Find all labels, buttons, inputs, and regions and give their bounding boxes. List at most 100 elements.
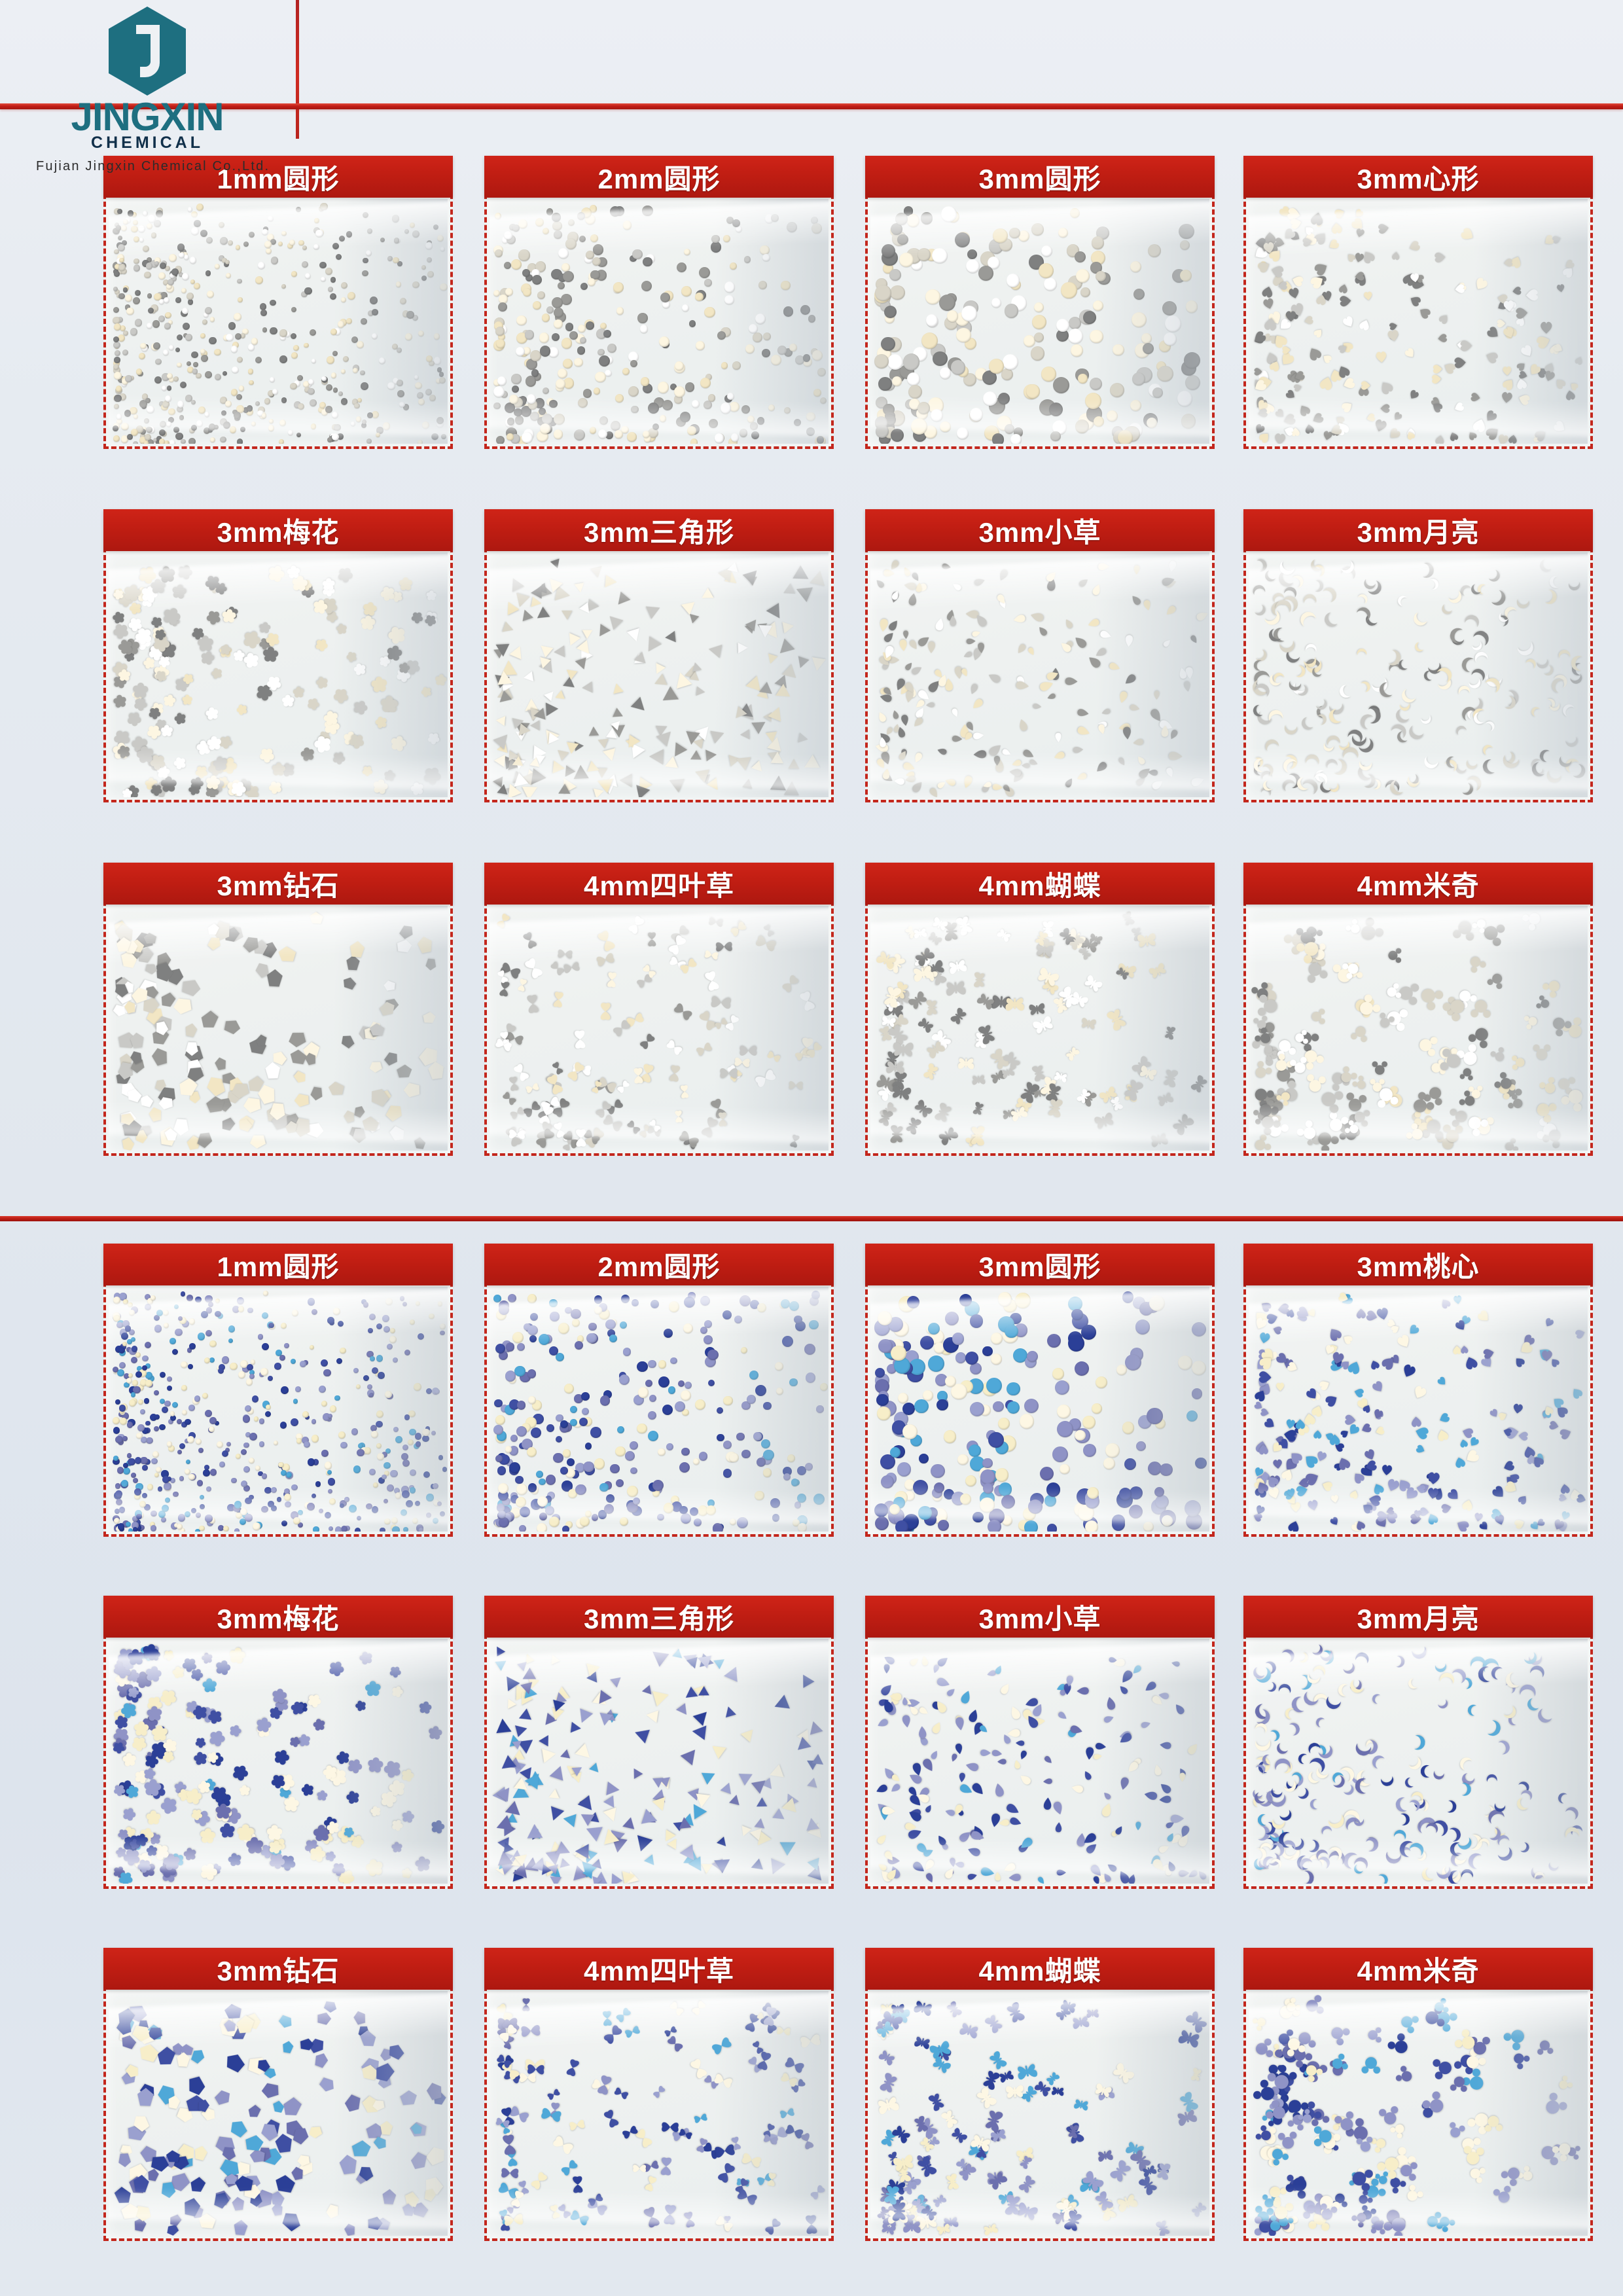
sequin-fill-moon (1249, 552, 1588, 797)
hexagon-j-logo-icon (106, 5, 188, 97)
product-cell[interactable]: 4mm四叶草 (484, 1948, 834, 2249)
product-label: 2mm圆形 (484, 1244, 834, 1285)
sequin-fill-triangle (490, 1639, 829, 1884)
product-label: 1mm圆形 (103, 156, 453, 198)
product-label: 3mm三角形 (484, 1596, 834, 1638)
product-label: 3mm小草 (865, 509, 1215, 551)
sequin-bag[interactable] (484, 1634, 834, 1889)
sequin-fill-circle (490, 199, 829, 444)
product-cell[interactable]: 3mm钻石 (103, 1948, 453, 2249)
sequin-fill-circle (490, 1287, 829, 1532)
bag-contents (490, 552, 829, 797)
product-cell[interactable]: 3mm桃心 (1243, 1244, 1593, 1545)
product-cell[interactable]: 4mm米奇 (1243, 863, 1593, 1164)
product-cell[interactable]: 4mm米奇 (1243, 1948, 1593, 2249)
product-cell[interactable]: 3mm圆形 (865, 1244, 1215, 1545)
product-label: 3mm梅花 (103, 509, 453, 551)
product-cell[interactable]: 3mm小草 (865, 509, 1215, 810)
product-label: 4mm米奇 (1243, 863, 1593, 905)
sequin-bag[interactable] (103, 1282, 453, 1537)
product-cell[interactable]: 3mm月亮 (1243, 509, 1593, 810)
product-cell[interactable]: 3mm梅花 (103, 509, 453, 810)
product-cell[interactable]: 4mm四叶草 (484, 863, 834, 1164)
bag-contents (490, 1287, 829, 1532)
product-label: 3mm月亮 (1243, 509, 1593, 551)
sequin-bag[interactable] (865, 1282, 1215, 1537)
bag-contents (1249, 1639, 1588, 1884)
product-cell[interactable]: 4mm蝴蝶 (865, 1948, 1215, 2249)
product-cell[interactable]: 3mm小草 (865, 1596, 1215, 1897)
sequin-bag[interactable] (865, 547, 1215, 802)
product-cell[interactable]: 3mm圆形 (865, 156, 1215, 457)
sequin-bag[interactable] (103, 901, 453, 1156)
bag-contents (1249, 552, 1588, 797)
sequin-bag[interactable] (865, 901, 1215, 1156)
sequin-bag[interactable] (484, 901, 834, 1156)
product-cell[interactable]: 2mm圆形 (484, 156, 834, 457)
product-label: 3mm圆形 (865, 1244, 1215, 1285)
bag-contents (109, 906, 448, 1151)
bag-contents (870, 906, 1209, 1151)
sequin-bag[interactable] (1243, 194, 1593, 449)
sequin-fill-heart (1249, 1287, 1588, 1532)
sequin-bag[interactable] (865, 1986, 1215, 2241)
sequin-bag[interactable] (484, 1282, 834, 1537)
sequin-fill-grass-leaf (870, 552, 1209, 797)
product-label: 3mm钻石 (103, 863, 453, 905)
sequin-fill-butterfly (870, 906, 1209, 1151)
product-label: 4mm蝴蝶 (865, 863, 1215, 905)
sequin-bag[interactable] (1243, 547, 1593, 802)
sequin-bag[interactable] (484, 1986, 834, 2241)
sequin-fill-circle (870, 199, 1209, 444)
product-label: 3mm月亮 (1243, 1596, 1593, 1638)
product-label: 3mm圆形 (865, 156, 1215, 198)
company-name: Fujian Jingxin Chemical Co.,Ltd. (36, 159, 270, 173)
sequin-fill-circle (870, 1287, 1209, 1532)
product-label: 3mm小草 (865, 1596, 1215, 1638)
sequin-fill-diamond (109, 1991, 448, 2236)
sequin-bag[interactable] (1243, 901, 1593, 1156)
product-cell[interactable]: 3mm梅花 (103, 1596, 453, 1897)
sequin-fill-grass-leaf (870, 1639, 1209, 1884)
sequin-bag[interactable] (1243, 1634, 1593, 1889)
product-cell[interactable]: 3mm钻石 (103, 863, 453, 1164)
sequin-bag[interactable] (865, 1634, 1215, 1889)
product-cell[interactable]: 1mm圆形 (103, 1244, 453, 1545)
product-label: 3mm桃心 (1243, 1244, 1593, 1285)
sequin-fill-plum-blossom (109, 552, 448, 797)
sequin-bag[interactable] (1243, 1986, 1593, 2241)
product-label: 4mm米奇 (1243, 1948, 1593, 1990)
sequin-bag[interactable] (103, 194, 453, 449)
bag-contents (1249, 199, 1588, 444)
product-cell[interactable]: 4mm蝴蝶 (865, 863, 1215, 1164)
bag-contents (1249, 906, 1588, 1151)
sequin-bag[interactable] (103, 1986, 453, 2241)
bag-contents (490, 906, 829, 1151)
bag-contents (870, 1991, 1209, 2236)
sequin-fill-diamond (109, 906, 448, 1151)
brand-name: JINGXIN (71, 95, 224, 139)
sequin-fill-circle (109, 199, 448, 444)
product-cell[interactable]: 2mm圆形 (484, 1244, 834, 1545)
product-label: 3mm三角形 (484, 509, 834, 551)
sequin-bag[interactable] (484, 547, 834, 802)
product-cell[interactable]: 3mm月亮 (1243, 1596, 1593, 1897)
sequin-bag[interactable] (1243, 1282, 1593, 1537)
bag-contents (1249, 1991, 1588, 2236)
sequin-bag[interactable] (103, 1634, 453, 1889)
product-cell[interactable]: 3mm三角形 (484, 509, 834, 810)
sequin-fill-moon (1249, 1639, 1588, 1884)
product-cell[interactable]: 3mm三角形 (484, 1596, 834, 1897)
brand-tagline: CHEMICAL (91, 134, 204, 152)
product-cell[interactable]: 1mm圆形 (103, 156, 453, 457)
header-vertical-rule (296, 0, 299, 139)
product-label: 4mm四叶草 (484, 1948, 834, 1990)
sequin-bag[interactable] (103, 547, 453, 802)
bag-contents (490, 1991, 829, 2236)
product-cell[interactable]: 3mm心形 (1243, 156, 1593, 457)
sequin-bag[interactable] (865, 194, 1215, 449)
bag-contents (1249, 1287, 1588, 1532)
sequin-bag[interactable] (484, 194, 834, 449)
page-header: JINGXIN CHEMICAL Fujian Jingxin Chemical… (0, 0, 1623, 173)
